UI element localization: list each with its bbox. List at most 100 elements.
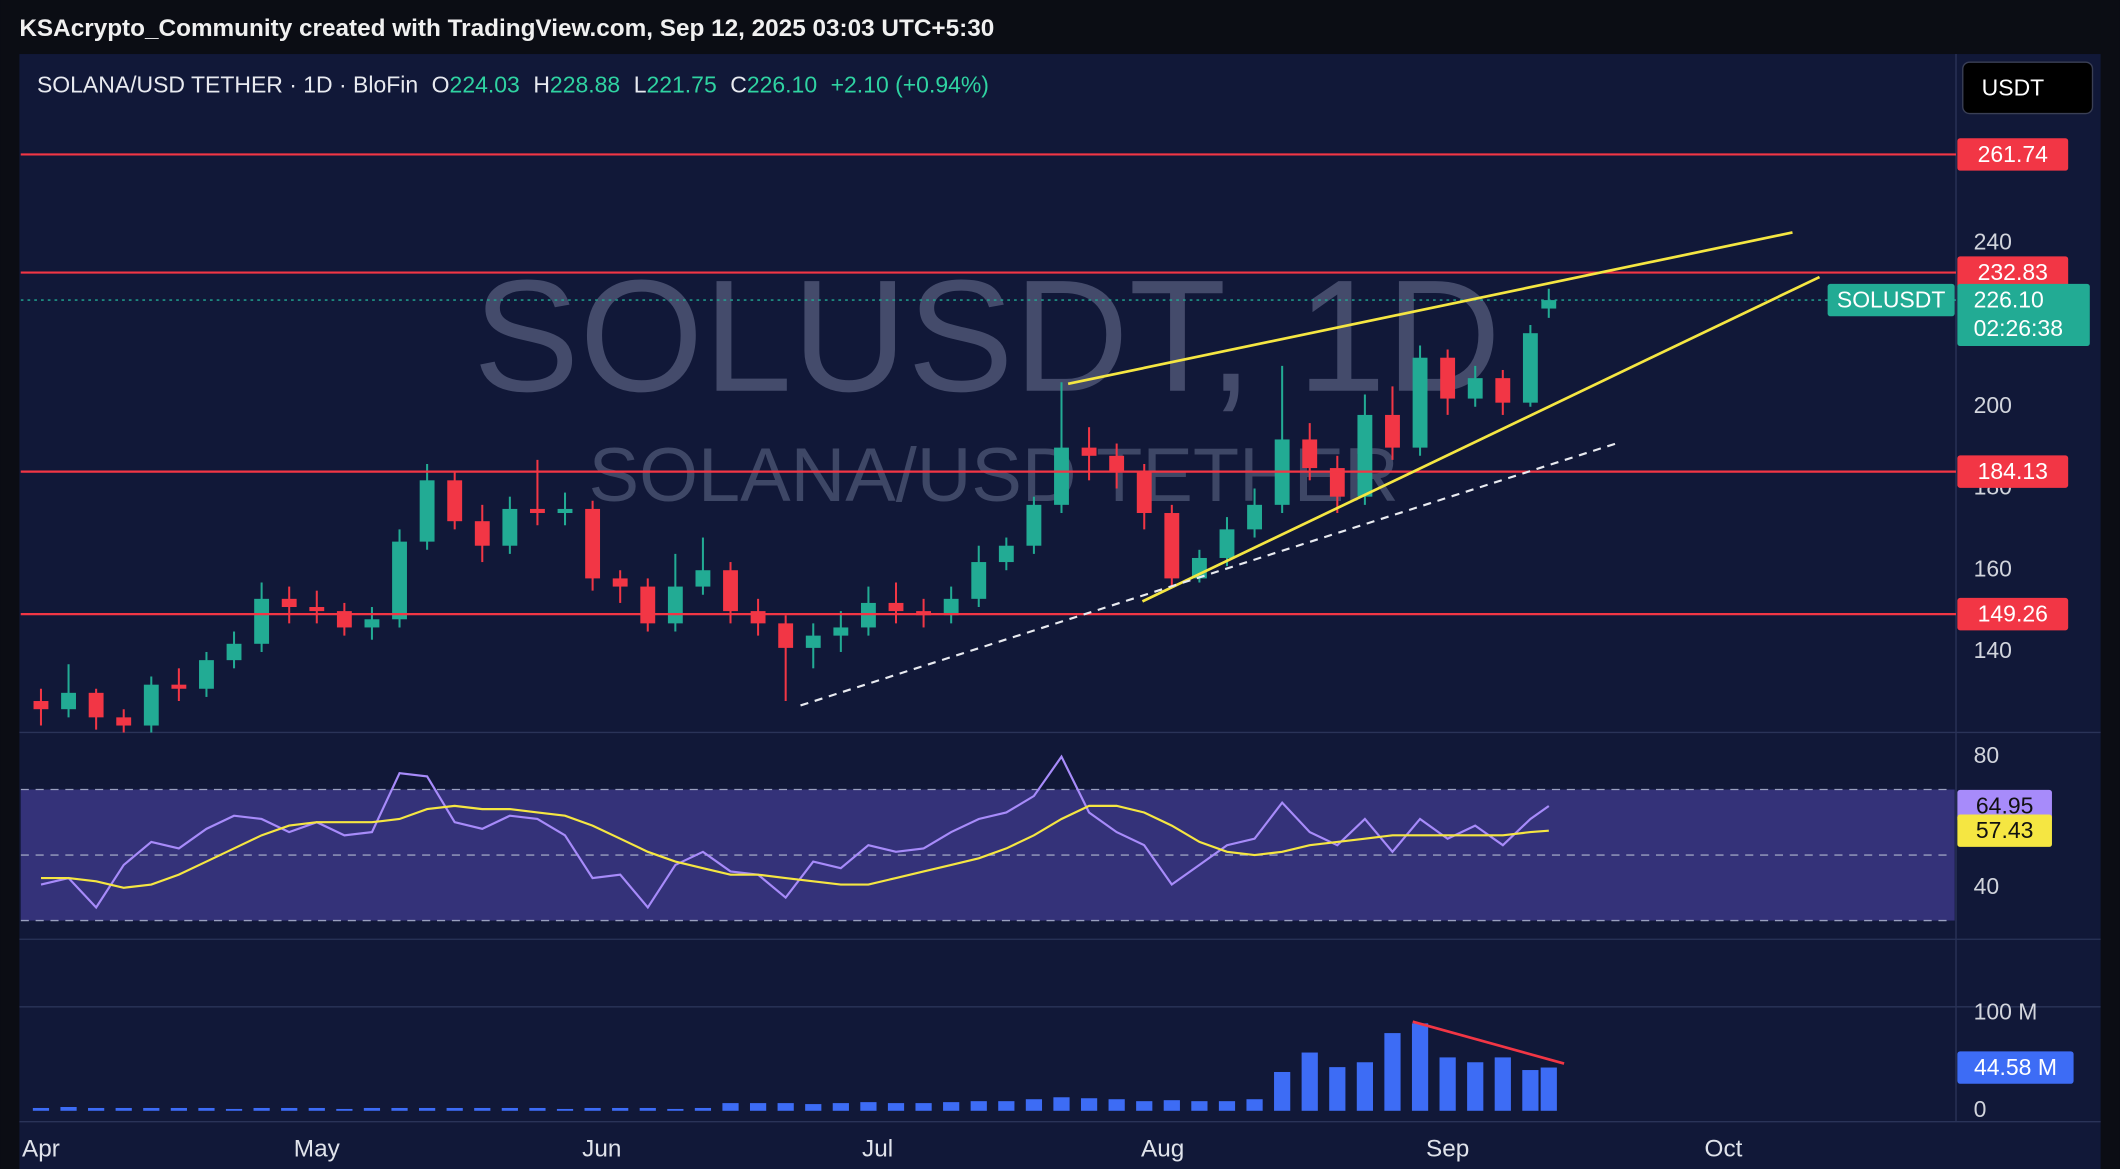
drawings [800, 231, 1821, 1065]
legend-value: 228.88 [550, 72, 620, 98]
y-tick-label: 200 [1974, 392, 2012, 418]
volume-bar [391, 1107, 408, 1111]
level-label-box [1957, 138, 2069, 171]
candle-body [1329, 468, 1345, 497]
candle-body [1467, 378, 1483, 399]
candle-body [750, 611, 766, 624]
candle-body [1109, 455, 1125, 473]
level-label: 149.26 [1978, 601, 2048, 627]
volume-bar [1329, 1067, 1346, 1111]
candle-body [612, 578, 628, 587]
volume-bar [1191, 1101, 1208, 1111]
candle-body [833, 627, 849, 636]
volume-pane [32, 1023, 1557, 1111]
volume-trend-line [1412, 1020, 1565, 1065]
series-value-box [1957, 814, 2052, 847]
candle-body [1412, 357, 1428, 448]
symbol: SOLANA/USD TETHER · 1D · BloFin [37, 72, 418, 98]
volume-bar [225, 1108, 243, 1111]
volume-bar [1080, 1098, 1098, 1111]
candle-body [1164, 513, 1180, 579]
volume-bar [253, 1107, 270, 1111]
volume-bar [60, 1106, 77, 1111]
volume-bar [1246, 1099, 1263, 1111]
watermark: SOLUSDT, 1D [473, 247, 1501, 425]
x-tick-label: Apr [22, 1136, 60, 1163]
candle-body [143, 684, 159, 726]
volume-bar [749, 1103, 767, 1111]
level-label-box [1957, 597, 2069, 631]
symbol-label-box [1827, 283, 1955, 317]
y-tick-label: 80 [1974, 742, 2000, 768]
volume-bar [612, 1107, 629, 1111]
volume-bar [1136, 1101, 1153, 1111]
legend-value: 221.75 [646, 72, 716, 98]
legend-value: 224.03 [450, 72, 520, 98]
volume-bar [363, 1107, 381, 1111]
candle-body [1081, 447, 1097, 456]
indicator-line [41, 804, 1549, 889]
legend-key: O [432, 72, 450, 98]
candle-body [281, 598, 297, 608]
candle-body [1247, 504, 1262, 530]
x-tick-label: Sep [1426, 1136, 1469, 1163]
volume-bar [1384, 1033, 1401, 1111]
volume-bar [170, 1107, 187, 1111]
symbol-legend: SOLANA/USD TETHER · 1D · BloFin O224.03 H2… [37, 72, 989, 98]
volume-bar [1522, 1070, 1539, 1111]
candle-body [805, 635, 821, 648]
candle-body [1026, 504, 1042, 546]
scales: 140160180200240261.74232.83184.13149.26S… [22, 138, 2090, 1163]
volume-bar [1356, 1062, 1374, 1111]
trend-line [800, 442, 1618, 707]
volume-bar [1218, 1101, 1236, 1111]
currency-button[interactable] [1962, 61, 2094, 115]
x-tick-label: Aug [1141, 1136, 1184, 1163]
legend-value: 226.10 [747, 72, 817, 98]
volume-bar [639, 1107, 656, 1111]
candle-body [171, 684, 187, 689]
volume-bar [556, 1108, 574, 1111]
y-tick-label: 240 [1974, 228, 2012, 254]
volume-bar [832, 1103, 849, 1111]
volume-bar [1467, 1062, 1484, 1111]
candle-body [116, 717, 132, 726]
legend-change: +2.10 (+0.94%) [831, 72, 989, 98]
legend-key: C [730, 72, 747, 98]
volume-bar [943, 1102, 960, 1111]
x-tick-label: Oct [1705, 1136, 1743, 1163]
candle-body [778, 623, 794, 648]
series-value-label: 64.95 [1976, 792, 2033, 818]
volume-bar [667, 1108, 684, 1111]
candle-body [199, 660, 214, 689]
price-pane [20, 153, 1957, 733]
volume-bar [1301, 1052, 1318, 1111]
candle-body [943, 598, 959, 616]
candle-body [309, 607, 325, 612]
volume-bar [970, 1101, 987, 1111]
volume-bar [419, 1107, 436, 1111]
candle-body [1440, 357, 1456, 399]
series-value-box [1957, 789, 2052, 823]
page-title: KSAcrypto_Community created with Trading… [19, 15, 994, 42]
last-price-box [1957, 283, 2090, 347]
currency-label[interactable]: USDT [1982, 74, 2045, 100]
volume-bar [501, 1107, 518, 1111]
volume-bar [115, 1107, 132, 1111]
volume-bar [1108, 1099, 1125, 1111]
candle-body [61, 692, 76, 710]
candle-body [888, 602, 904, 612]
x-tick-label: Jul [862, 1136, 893, 1163]
volume-bar [805, 1104, 822, 1111]
countdown-label: 02:26:38 [1974, 315, 2063, 341]
level-label: 184.13 [1978, 458, 2048, 484]
volume-bar [281, 1107, 298, 1111]
volume-bar [1439, 1057, 1456, 1111]
volume-bar [198, 1107, 215, 1111]
candle-body [1302, 439, 1318, 469]
volume-bar [1025, 1099, 1043, 1111]
candle-body [640, 586, 656, 624]
volume-bar [860, 1102, 877, 1111]
candle-body [1136, 472, 1152, 514]
candle-body [1541, 300, 1557, 309]
